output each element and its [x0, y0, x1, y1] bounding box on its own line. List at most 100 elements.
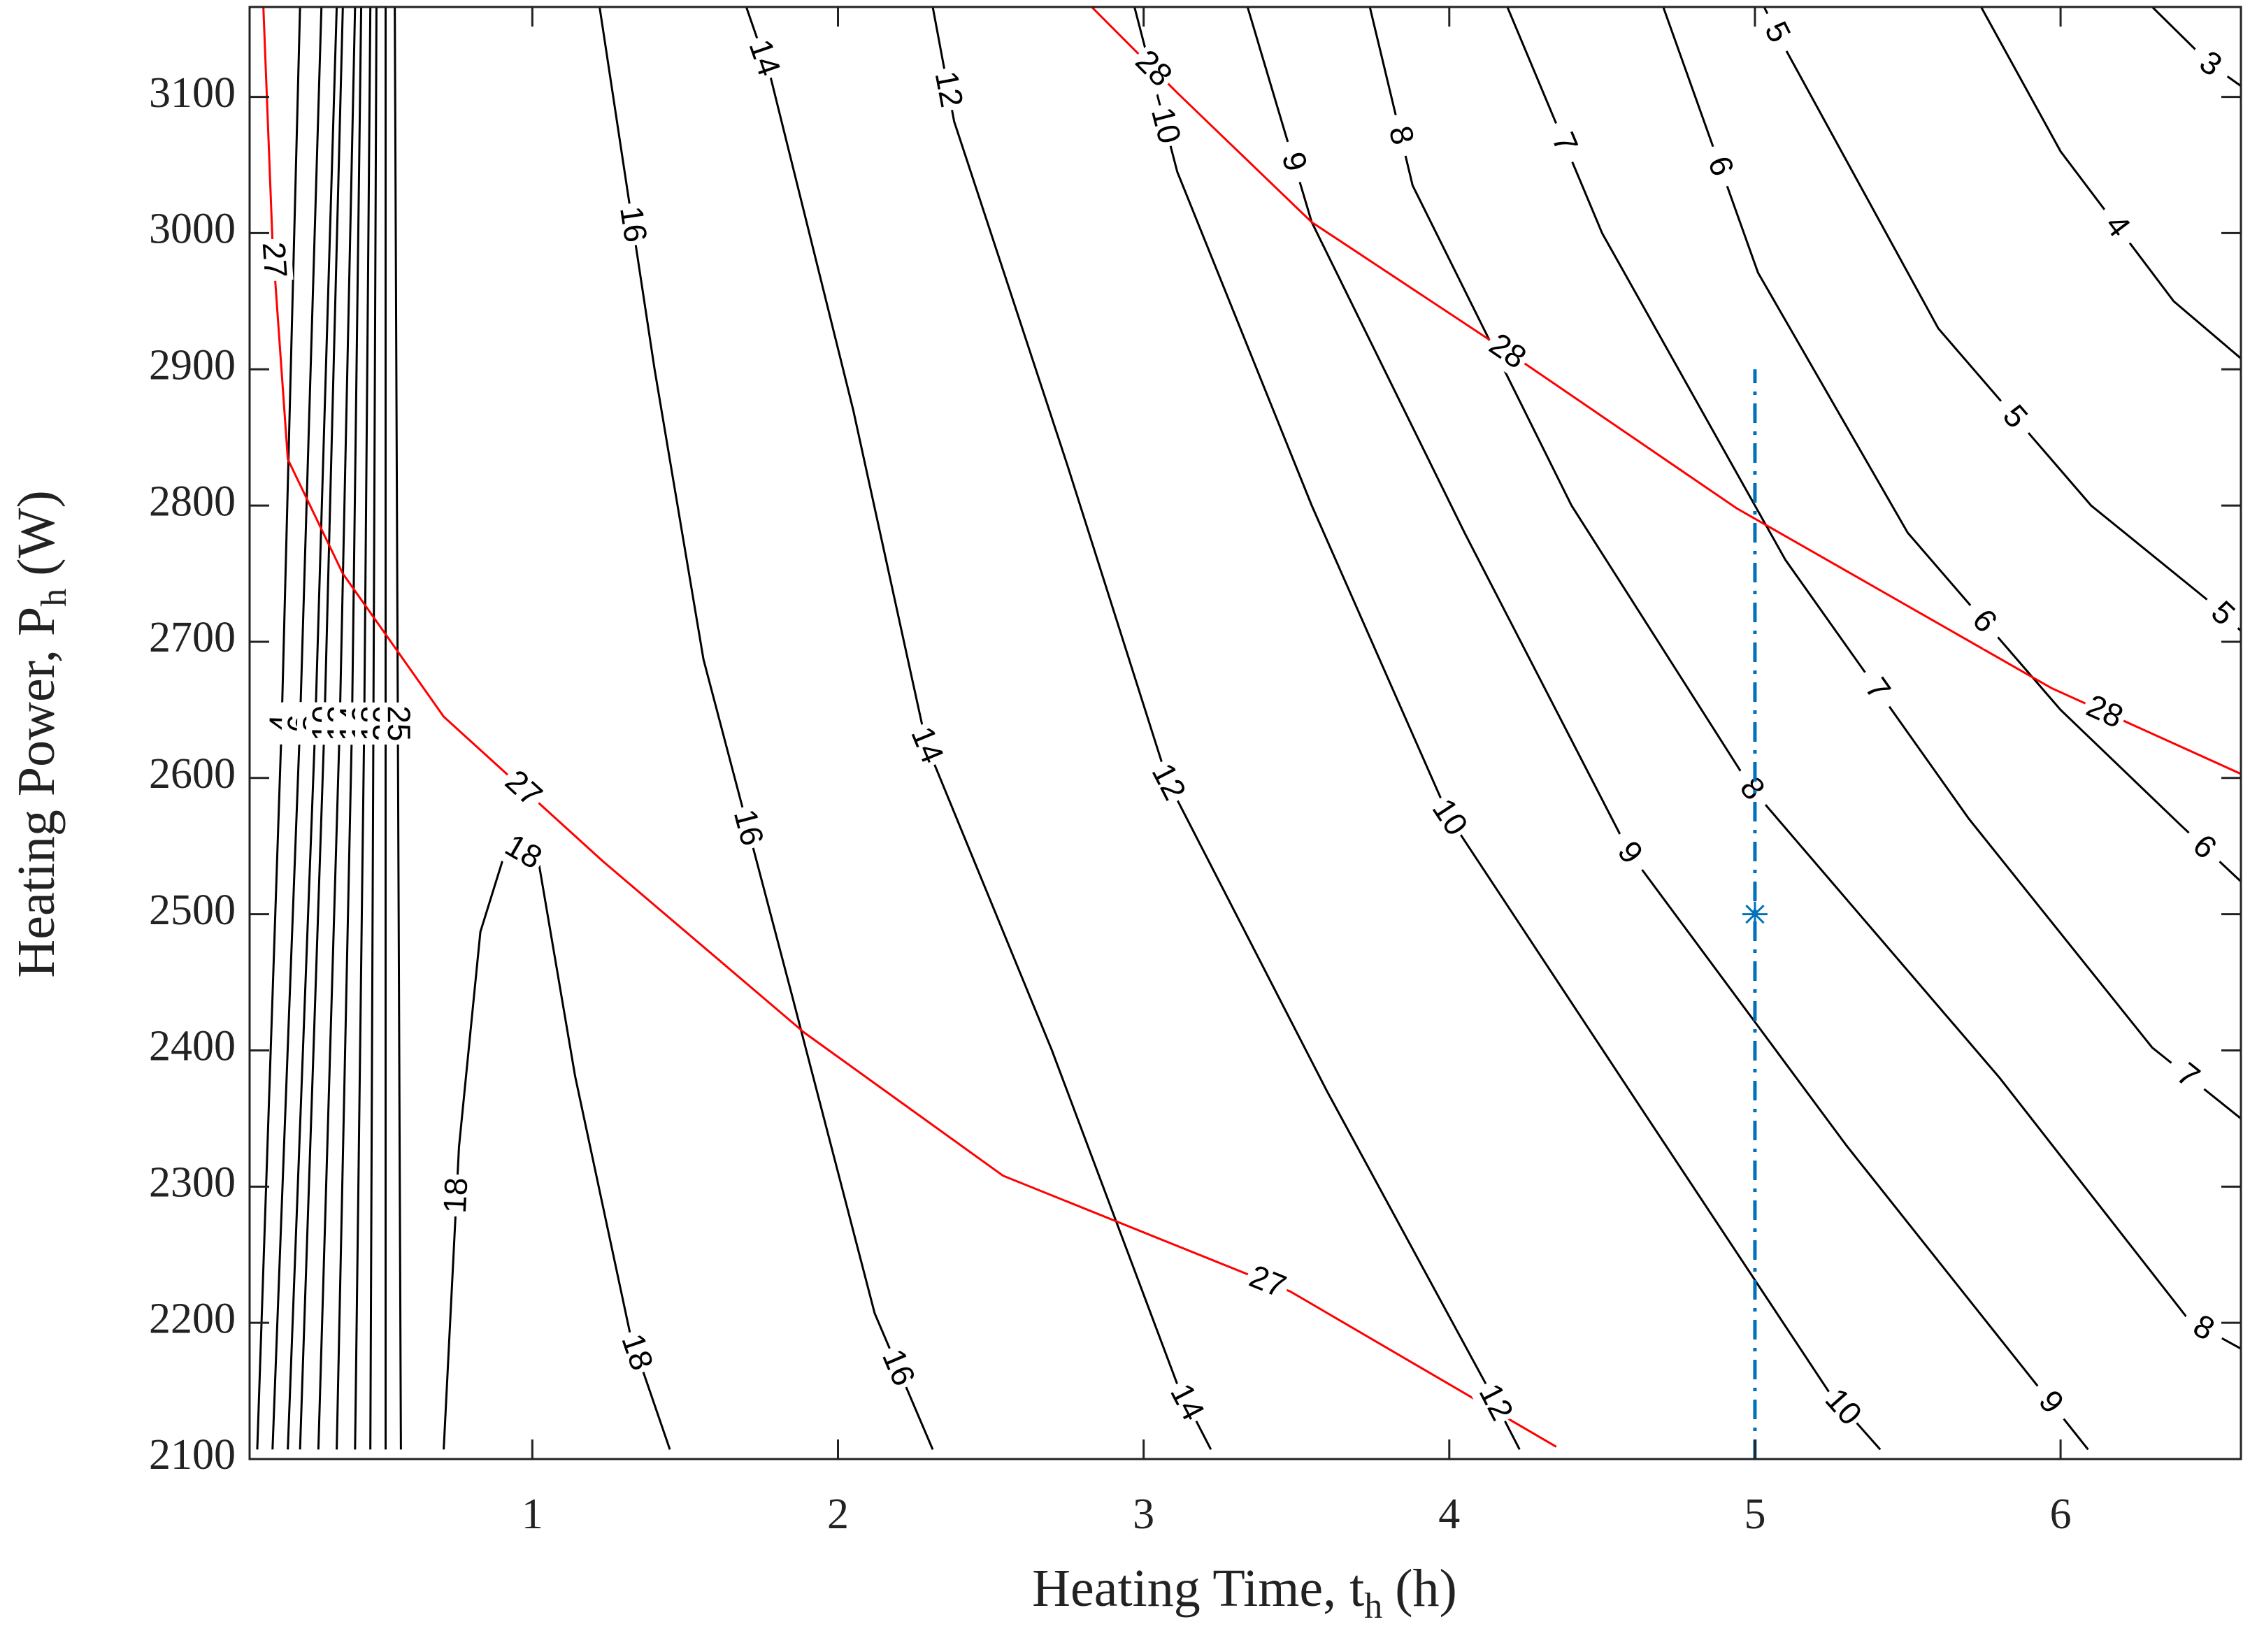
label-bg	[1142, 101, 1189, 151]
contour-label: 12	[1145, 757, 1194, 805]
contour-label: 16	[875, 1344, 923, 1391]
x-tick-label: 1	[522, 1491, 543, 1538]
contour-label: 28	[2081, 687, 2129, 735]
label-bg	[437, 1173, 476, 1218]
x-label-unit: (h)	[1395, 1559, 1457, 1618]
label-bg	[901, 719, 952, 772]
contour-label-group: 6	[2176, 819, 2233, 875]
label-bg	[254, 238, 294, 282]
label-bg	[740, 32, 788, 84]
contour-line	[1763, 7, 2241, 632]
y-tick-label: 2600	[149, 750, 236, 798]
label-bg	[1815, 1379, 1871, 1435]
y-label-sub: h	[34, 589, 74, 607]
y-tick-label: 2300	[149, 1159, 236, 1207]
contour-label-group: 14	[740, 32, 788, 84]
contour-label: 10	[1145, 103, 1189, 148]
contour-label-group: 16	[611, 201, 654, 248]
y-tick-label: 2800	[149, 477, 236, 525]
label-bg	[2023, 1374, 2078, 1430]
label-bg	[2176, 819, 2233, 875]
label-bg	[611, 201, 654, 248]
contour-label-group: 25	[379, 702, 417, 745]
contour-label-group: 3	[2182, 37, 2238, 92]
x-label-main: Heating Time, t	[1032, 1559, 1364, 1618]
label-bg	[1270, 136, 1317, 187]
y-tick-label: 3000	[149, 206, 236, 253]
label-bg	[873, 1341, 923, 1395]
plot-area: 1616161414141212121010109998887776665554…	[254, 7, 2241, 1459]
label-bg	[2182, 37, 2238, 92]
contour-label-group: 12	[1142, 755, 1194, 810]
contour-label: 18	[436, 1177, 475, 1214]
contour-label: 28	[1483, 326, 1533, 376]
contour-label-group: 28	[2077, 687, 2131, 738]
contour-label: 14	[1163, 1378, 1212, 1426]
contour-label-group: 18	[436, 1173, 476, 1218]
label-bg	[1602, 825, 1657, 881]
plot-frame	[248, 6, 2242, 1460]
contour-label: 27	[256, 240, 294, 279]
y-axis-label: Heating Power, Ph (W)	[7, 490, 74, 977]
label-bg	[1850, 661, 1905, 717]
label-bg	[1539, 116, 1589, 169]
y-tick-label: 2900	[149, 342, 236, 389]
contour-label-group: 10	[1142, 101, 1189, 151]
contour-label-group: 28	[1479, 324, 1535, 379]
label-bg	[2160, 1049, 2216, 1104]
y-tick-label: 2400	[149, 1023, 236, 1070]
contour-line	[1133, 7, 1882, 1451]
contour-line	[1091, 7, 2241, 775]
label-bg	[2090, 199, 2144, 254]
contour-label: 18	[499, 826, 548, 876]
label-bg	[379, 702, 417, 745]
label-bg	[1724, 761, 1779, 817]
x-tick-label: 5	[1744, 1491, 1765, 1538]
contour-label-group: 27	[254, 238, 294, 282]
contour-label-group: 6	[1956, 594, 2012, 649]
label-bg	[1987, 389, 2042, 445]
contour-label-group: 18	[612, 1326, 661, 1379]
contour-label-group: 16	[724, 803, 771, 853]
contour-label: 27	[1245, 1258, 1291, 1305]
contour-label-group: 9	[2023, 1374, 2078, 1430]
contour-label-group: 9	[1270, 136, 1317, 187]
label-bg	[1142, 755, 1194, 810]
contour-label-group: 10	[1815, 1379, 1871, 1435]
y-tick-label: 2500	[149, 886, 236, 934]
contour-line	[1506, 7, 2241, 1120]
label-bg	[1241, 1257, 1294, 1307]
contour-label-group: 10	[1422, 789, 1477, 845]
x-tick-label: 3	[1133, 1491, 1154, 1538]
label-bg	[1956, 594, 2012, 649]
label-bg	[2077, 687, 2131, 738]
contour-label: 10	[1426, 792, 1476, 842]
label-bg	[2195, 586, 2241, 642]
contour-label-group: 6	[1696, 140, 1744, 192]
x-axis-label: Heating Time, th (h)	[1032, 1559, 1457, 1626]
x-tick-label: 6	[2050, 1491, 2072, 1538]
label-bg	[495, 761, 551, 817]
contour-label-group: 18	[496, 826, 551, 879]
contour-label-group: 4	[2090, 199, 2144, 254]
y-tick-label: 2200	[149, 1295, 236, 1342]
contour-label-group: 27	[1241, 1257, 1294, 1307]
contour-label-group: 7	[1850, 661, 1905, 717]
x-tick-label: 4	[1438, 1491, 1460, 1538]
contour-label-group: 14	[901, 719, 952, 772]
contour-label-group: 12	[926, 65, 971, 114]
label-bg	[1696, 140, 1744, 192]
label-bg	[1161, 1375, 1213, 1430]
contour-line	[1662, 7, 2241, 882]
contour-label: 12	[929, 69, 971, 110]
contour-label-group: 9	[1602, 825, 1657, 881]
y-label-unit: (W)	[7, 490, 66, 575]
contour-label-group: 16	[873, 1341, 923, 1395]
contour-label-group: 14	[1161, 1375, 1213, 1430]
y-tick-label: 3100	[149, 69, 236, 117]
contour-label-group: 7	[2160, 1049, 2216, 1104]
x-tick-label: 2	[827, 1491, 849, 1538]
label-bg	[1125, 41, 1182, 96]
label-bg	[926, 65, 970, 114]
